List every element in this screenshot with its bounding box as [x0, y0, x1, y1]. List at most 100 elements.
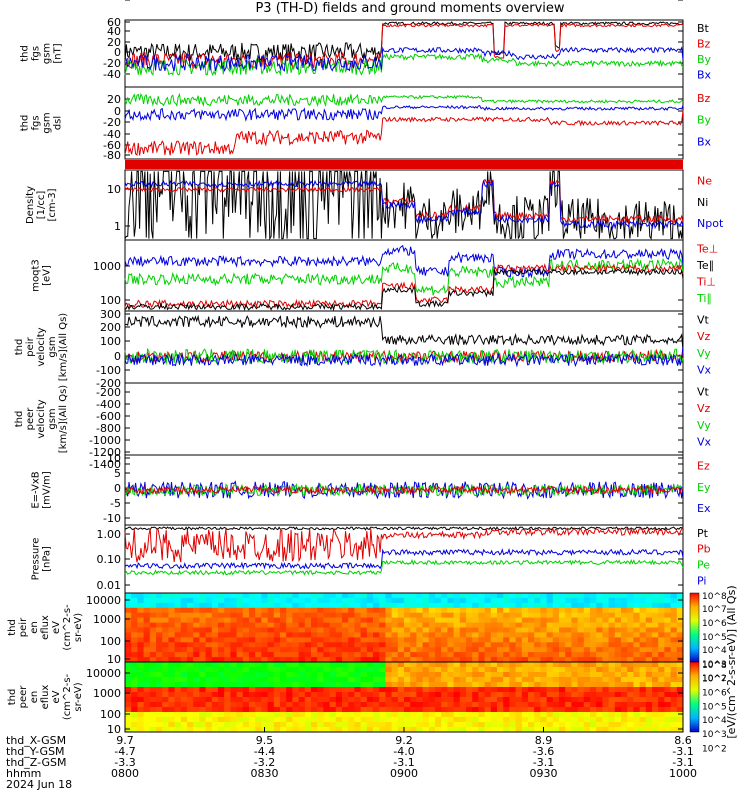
heat-cell	[670, 627, 678, 633]
heat-cell	[131, 672, 138, 678]
y-axis-label: thdfgsgsmdsl	[20, 112, 64, 133]
heat-cell	[397, 642, 405, 648]
heat-cell	[441, 692, 448, 698]
x-tick-label: -3.1	[393, 756, 414, 769]
heat-cell	[125, 682, 132, 688]
heat-cell	[521, 722, 529, 728]
heat-cell	[484, 722, 492, 728]
heat-cell	[348, 642, 355, 648]
heat-cell	[224, 697, 231, 703]
heat-cell	[540, 672, 548, 678]
heat-cell	[366, 707, 374, 713]
heat-cell	[497, 702, 504, 708]
heat-cell	[286, 637, 293, 643]
y-tick-label: -10	[103, 512, 121, 525]
heat-cell	[354, 672, 362, 678]
heat-cell	[242, 692, 250, 698]
heat-cell	[156, 617, 163, 623]
heat-cell	[187, 712, 194, 718]
heat-cell	[366, 657, 374, 663]
y-tick-label: -1400	[89, 458, 121, 471]
heat-cell	[180, 652, 188, 658]
legend-label: Pi	[697, 574, 706, 587]
heat-cell	[453, 702, 461, 708]
heat-cell	[435, 687, 442, 693]
heat-cell	[397, 722, 405, 728]
heat-cell	[236, 687, 244, 693]
heat-cell	[131, 642, 138, 648]
heat-cell	[627, 667, 634, 673]
heat-cell	[205, 642, 213, 648]
heat-cell	[143, 717, 151, 723]
legend-label: Bz	[697, 37, 711, 50]
heat-cell	[652, 617, 659, 623]
heat-cell	[323, 712, 331, 718]
y-tick-label: 10000	[86, 594, 121, 607]
heat-cell	[472, 593, 479, 599]
heat-cell	[633, 637, 641, 643]
heat-cell	[497, 657, 504, 663]
heat-cell	[137, 722, 145, 728]
heat-cell	[676, 697, 684, 703]
heat-cell	[286, 697, 293, 703]
heat-cell	[614, 702, 622, 708]
heat-cell	[255, 677, 262, 683]
y-tick-label: 20	[107, 93, 121, 106]
heat-cell	[627, 687, 634, 693]
y-axis-label: moqt3[eV]	[31, 259, 53, 292]
heat-cell	[428, 612, 436, 619]
heat-cell	[342, 702, 349, 708]
heat-cell	[329, 707, 337, 713]
heat-cell	[472, 627, 479, 633]
heat-cell	[571, 617, 579, 623]
y-tick-label: 0.01	[97, 579, 122, 592]
heat-cell	[298, 667, 306, 673]
heat-cell	[162, 647, 169, 653]
heat-cell	[503, 602, 510, 609]
heat-cell	[379, 662, 386, 668]
heat-cell	[627, 617, 634, 623]
heat-cell	[645, 593, 653, 599]
heat-cell	[435, 727, 442, 733]
heat-cell	[304, 617, 312, 623]
heat-cell	[304, 722, 312, 728]
heat-cell	[261, 627, 269, 633]
heat-cell	[447, 667, 455, 673]
heat-cell	[348, 597, 355, 604]
heat-cell	[435, 622, 442, 628]
heat-cell	[559, 707, 566, 713]
heat-cell	[273, 702, 281, 708]
heat-cell	[608, 727, 616, 733]
x-tick-label: 0930	[530, 767, 558, 780]
heat-cell	[273, 707, 281, 713]
heat-cell	[466, 602, 473, 609]
heat-cell	[199, 602, 207, 609]
heat-cell	[416, 597, 424, 604]
heat-cell	[639, 647, 647, 653]
heat-cell	[596, 722, 603, 728]
heat-cell	[230, 702, 238, 708]
heat-cell	[453, 622, 461, 628]
heat-cell	[230, 607, 238, 614]
heat-cell	[453, 657, 461, 663]
heat-cell	[329, 717, 337, 723]
y-tick-label: -600	[96, 410, 121, 423]
heat-cell	[354, 667, 362, 673]
heat-cell	[621, 597, 628, 604]
heat-cell	[292, 722, 300, 728]
heat-cell	[521, 697, 529, 703]
heat-cell	[267, 672, 275, 678]
heat-cell	[416, 607, 424, 614]
heat-cell	[478, 727, 486, 733]
heat-cell	[385, 707, 393, 713]
heat-cell	[676, 677, 684, 683]
heat-cell	[552, 717, 560, 723]
heat-cell	[441, 637, 448, 643]
heat-cell	[360, 717, 368, 723]
heat-cell	[397, 727, 405, 733]
heat-cell	[497, 607, 504, 614]
heat-cell	[236, 632, 244, 638]
heat-cell	[391, 647, 399, 653]
heat-cell	[311, 612, 318, 619]
heat-cell	[515, 657, 523, 663]
